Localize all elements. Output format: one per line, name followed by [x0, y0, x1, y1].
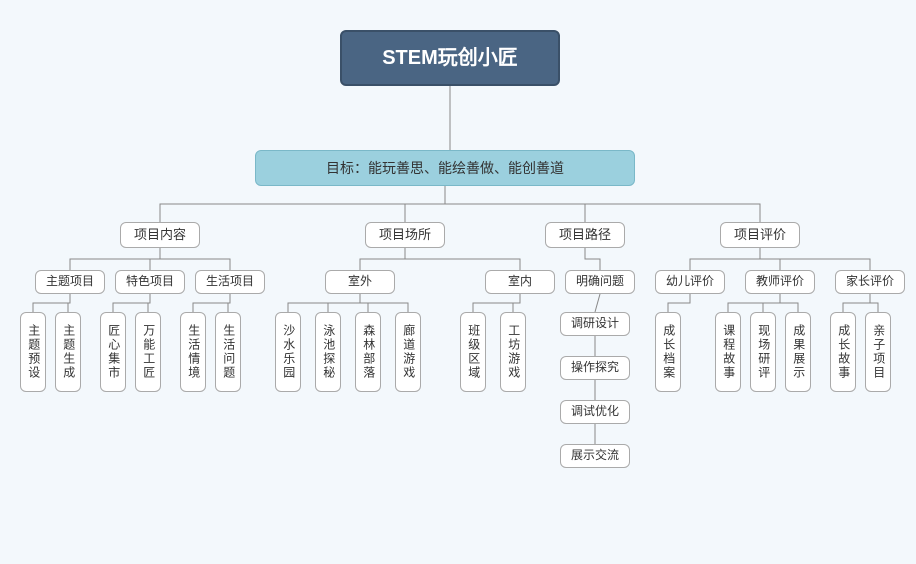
leaf-0-2-0: 生活情境 — [180, 312, 206, 392]
leaf-1-1-0: 班级区域 — [460, 312, 486, 392]
leaf-1-0-1: 泳池探秘 — [315, 312, 341, 392]
seq-2-0-1: 操作探究 — [560, 356, 630, 380]
leaf-1-1-1: 工坊游戏 — [500, 312, 526, 392]
leaf-1-0-3: 廊道游戏 — [395, 312, 421, 392]
leaf-0-0-0: 主题预设 — [20, 312, 46, 392]
category-2: 项目路径 — [545, 222, 625, 248]
leaf-3-2-0: 成长故事 — [830, 312, 856, 392]
leaf-3-2-1: 亲子项目 — [865, 312, 891, 392]
sub-3-2: 家长评价 — [835, 270, 905, 294]
sub-1-0: 室外 — [325, 270, 395, 294]
leaf-3-0-0: 成长档案 — [655, 312, 681, 392]
sub-3-1: 教师评价 — [745, 270, 815, 294]
sub-2-0: 明确问题 — [565, 270, 635, 294]
seq-2-0-0: 调研设计 — [560, 312, 630, 336]
seq-2-0-3: 展示交流 — [560, 444, 630, 468]
goal-node: 目标：能玩善思、能绘善做、能创善道 — [255, 150, 635, 186]
leaf-0-1-0: 匠心集市 — [100, 312, 126, 392]
leaf-3-1-1: 现场研评 — [750, 312, 776, 392]
leaf-0-0-1: 主题生成 — [55, 312, 81, 392]
sub-3-0: 幼儿评价 — [655, 270, 725, 294]
sub-0-1: 特色项目 — [115, 270, 185, 294]
sub-0-2: 生活项目 — [195, 270, 265, 294]
category-3: 项目评价 — [720, 222, 800, 248]
leaf-1-0-2: 森林部落 — [355, 312, 381, 392]
leaf-3-1-2: 成果展示 — [785, 312, 811, 392]
root-node: STEM玩创小匠 — [340, 30, 560, 86]
category-1: 项目场所 — [365, 222, 445, 248]
category-0: 项目内容 — [120, 222, 200, 248]
leaf-3-1-0: 课程故事 — [715, 312, 741, 392]
leaf-0-2-1: 生活问题 — [215, 312, 241, 392]
leaf-1-0-0: 沙水乐园 — [275, 312, 301, 392]
seq-2-0-2: 调试优化 — [560, 400, 630, 424]
sub-1-1: 室内 — [485, 270, 555, 294]
leaf-0-1-1: 万能工匠 — [135, 312, 161, 392]
sub-0-0: 主题项目 — [35, 270, 105, 294]
